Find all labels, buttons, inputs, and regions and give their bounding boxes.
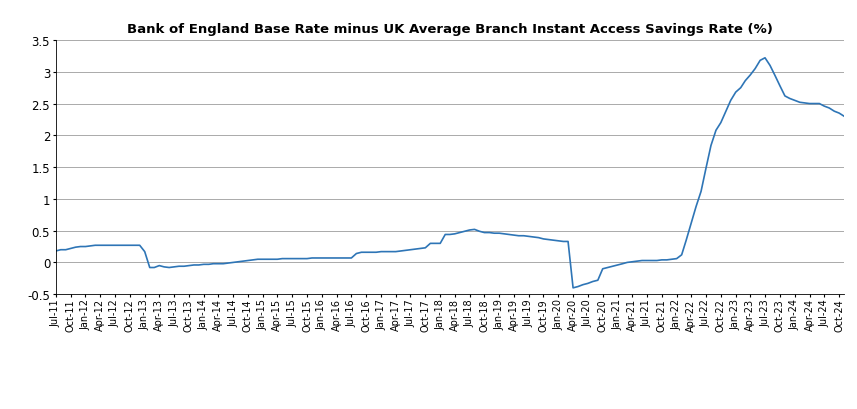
Title: Bank of England Base Rate minus UK Average Branch Instant Access Savings Rate (%: Bank of England Base Rate minus UK Avera… xyxy=(127,22,773,36)
